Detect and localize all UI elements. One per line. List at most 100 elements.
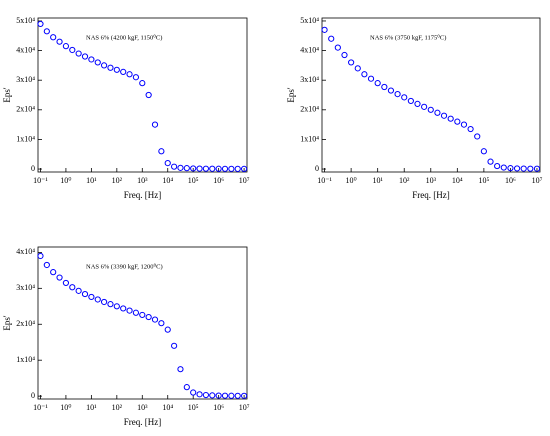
marker <box>381 83 388 91</box>
marker <box>190 389 197 396</box>
marker <box>361 71 368 78</box>
marker <box>50 34 57 41</box>
x-tick-label: 10⁴ <box>162 176 173 185</box>
x-tick-label: 10⁴ <box>452 176 463 185</box>
marker <box>75 50 82 57</box>
marker <box>520 165 527 172</box>
marker <box>139 311 146 319</box>
marker <box>126 71 133 78</box>
marker <box>94 296 101 303</box>
marker <box>354 65 361 72</box>
marker <box>151 316 159 323</box>
marker <box>421 103 428 110</box>
marker <box>240 392 248 399</box>
marker <box>75 287 82 294</box>
marker <box>100 298 108 306</box>
marker <box>126 307 133 314</box>
marker <box>164 160 171 167</box>
marker <box>387 87 395 94</box>
x-tick-label: 10⁻¹ <box>317 176 332 185</box>
marker <box>494 162 501 170</box>
x-tick-label: 10⁵ <box>188 176 199 185</box>
marker <box>334 44 341 51</box>
x-tick-label: 10⁵ <box>478 176 489 185</box>
marker <box>171 342 178 349</box>
marker <box>50 269 57 276</box>
marker <box>414 100 421 107</box>
x-tick-label: 10³ <box>137 403 148 412</box>
marker <box>440 112 448 119</box>
marker <box>88 56 95 63</box>
x-tick-label: 10⁰ <box>60 176 71 185</box>
marker <box>158 320 165 327</box>
marker <box>132 74 140 81</box>
marker <box>190 165 197 172</box>
marker <box>94 59 101 66</box>
marker <box>221 392 229 399</box>
x-tick-label: 10² <box>112 403 123 412</box>
marker <box>341 51 348 59</box>
marker <box>348 59 355 66</box>
marker <box>145 91 152 99</box>
marker <box>427 106 434 113</box>
marker <box>500 164 507 171</box>
marker <box>513 165 521 172</box>
x-tick-label: 10¹ <box>86 403 97 412</box>
marker <box>88 293 95 301</box>
marker <box>234 392 241 399</box>
x-tick-label: 10¹ <box>86 176 97 185</box>
marker <box>62 43 70 50</box>
y-axis-label: Eps' <box>2 87 12 103</box>
marker <box>151 121 159 128</box>
y-tick-label: 3x10⁴ <box>16 283 35 292</box>
marker <box>107 301 114 308</box>
x-axis-label: Freq. [Hz] <box>124 417 162 427</box>
marker <box>113 303 120 310</box>
y-tick-label: 5x10⁴ <box>16 16 35 25</box>
marker <box>221 165 229 172</box>
marker <box>328 35 335 42</box>
y-tick-label: 3x10⁴ <box>16 75 35 84</box>
marker <box>209 392 216 399</box>
marker <box>177 164 184 171</box>
marker <box>533 165 541 172</box>
marker <box>215 392 222 399</box>
y-tick-label: 1x10⁴ <box>16 355 35 364</box>
x-tick-label: 10⁻¹ <box>33 176 48 185</box>
marker <box>56 38 63 45</box>
marker <box>37 252 44 260</box>
marker <box>132 309 140 316</box>
marker <box>81 53 89 60</box>
marker <box>467 125 474 133</box>
x-axis-label: Freq. [Hz] <box>412 190 450 200</box>
marker <box>454 118 461 125</box>
marker <box>474 133 481 140</box>
y-tick-label: 1x10⁴ <box>300 134 319 143</box>
marker <box>120 68 127 76</box>
marker <box>120 305 127 312</box>
y-tick-label: 4x10⁴ <box>16 247 35 256</box>
marker <box>113 66 120 73</box>
marker <box>202 391 210 399</box>
marker <box>209 165 216 172</box>
marker <box>171 163 178 170</box>
marker <box>69 284 76 291</box>
chart-title: NAS 6% (4200 kgF, 1150⁰C) <box>86 33 162 41</box>
marker <box>480 148 487 155</box>
marker <box>196 391 203 398</box>
marker <box>196 165 203 172</box>
marker <box>43 28 50 35</box>
chart-title: NAS 6% (3390 kgF, 1200⁰C) <box>86 262 163 270</box>
y-tick-label: 0 <box>31 391 35 400</box>
marker <box>183 165 190 172</box>
y-tick-label: 0 <box>31 164 35 173</box>
marker <box>401 94 408 101</box>
x-tick-label: 10³ <box>426 176 437 185</box>
marker <box>434 109 441 116</box>
marker <box>407 97 414 105</box>
marker <box>158 148 165 155</box>
marker <box>107 64 114 71</box>
marker <box>507 165 514 172</box>
chart-title: NAS 6% (3750 kgF, 1175⁰C) <box>370 33 446 41</box>
